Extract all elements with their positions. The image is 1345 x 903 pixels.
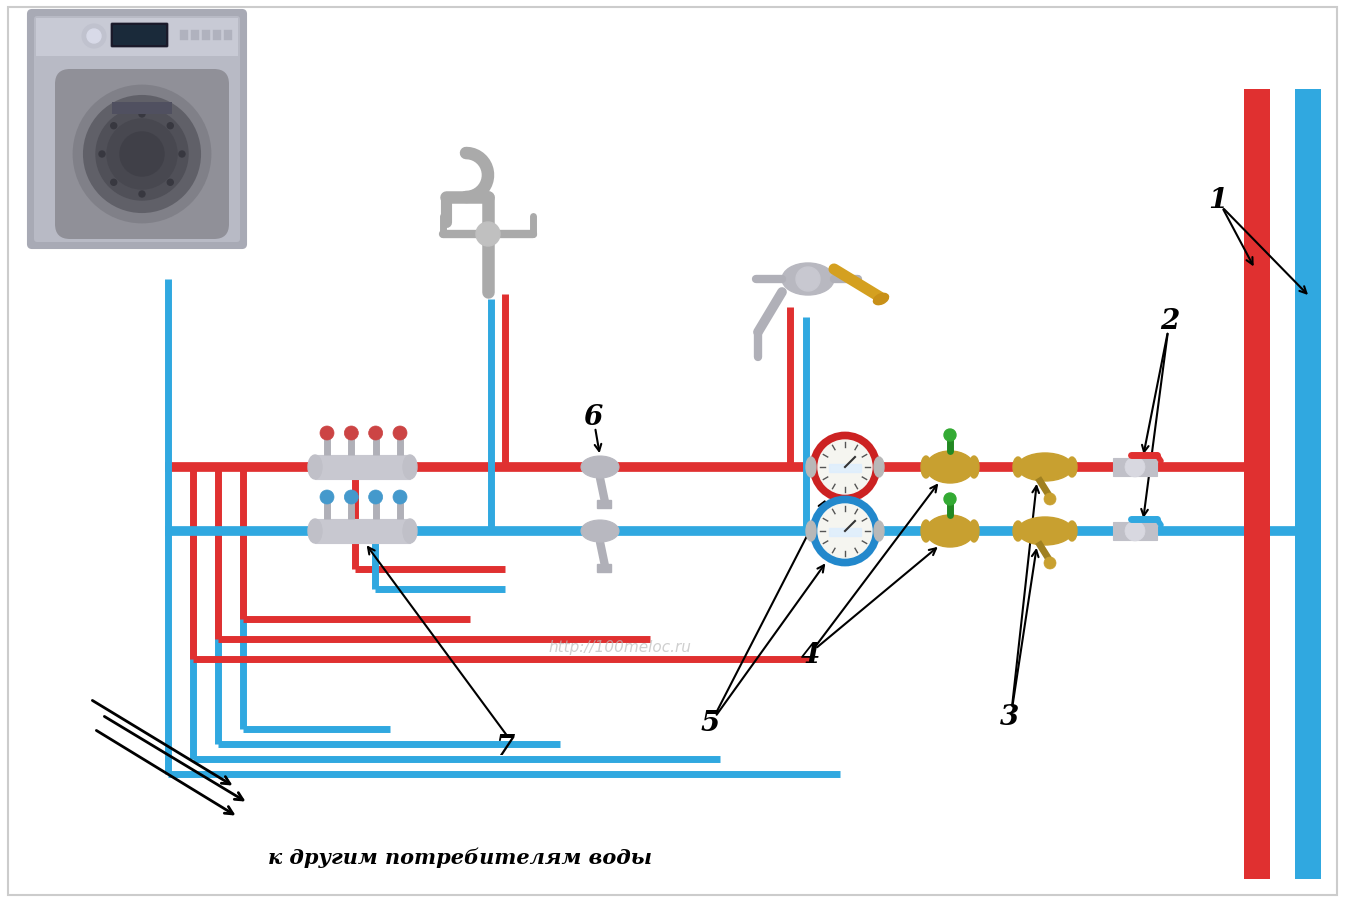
Circle shape <box>1044 493 1056 506</box>
Bar <box>597 500 611 508</box>
Text: к другим потребителям воды: к другим потребителям воды <box>268 847 652 867</box>
Bar <box>112 103 172 115</box>
Bar <box>315 455 410 479</box>
Bar <box>829 528 861 536</box>
Circle shape <box>369 490 383 505</box>
Text: 2: 2 <box>1161 308 1180 335</box>
Circle shape <box>108 120 178 190</box>
Ellipse shape <box>1013 458 1024 478</box>
Bar <box>1114 459 1157 477</box>
Circle shape <box>320 490 334 505</box>
Text: 6: 6 <box>584 404 603 431</box>
Ellipse shape <box>925 516 974 547</box>
FancyBboxPatch shape <box>112 24 168 48</box>
Circle shape <box>811 498 880 565</box>
Ellipse shape <box>581 520 619 543</box>
Circle shape <box>369 426 383 441</box>
Ellipse shape <box>308 519 321 544</box>
Ellipse shape <box>581 457 619 479</box>
Circle shape <box>944 430 956 442</box>
Ellipse shape <box>925 452 974 483</box>
Circle shape <box>110 124 117 129</box>
FancyBboxPatch shape <box>55 70 229 239</box>
Ellipse shape <box>806 458 816 478</box>
Circle shape <box>811 433 880 501</box>
Text: 4: 4 <box>800 642 819 669</box>
Circle shape <box>167 180 174 186</box>
Circle shape <box>393 426 408 441</box>
Bar <box>1114 523 1157 540</box>
Circle shape <box>1124 458 1145 478</box>
Ellipse shape <box>921 520 931 543</box>
Bar <box>191 31 199 41</box>
Bar <box>36 19 238 57</box>
Bar <box>597 564 611 573</box>
Text: 3: 3 <box>1001 703 1020 731</box>
FancyBboxPatch shape <box>113 26 165 46</box>
Circle shape <box>167 124 174 129</box>
Text: 1: 1 <box>1208 186 1228 213</box>
Bar <box>225 31 231 41</box>
Bar <box>829 464 861 472</box>
Ellipse shape <box>1018 517 1072 545</box>
Bar <box>202 31 210 41</box>
Circle shape <box>179 152 186 158</box>
FancyBboxPatch shape <box>34 17 239 243</box>
Ellipse shape <box>404 519 417 544</box>
Circle shape <box>344 426 358 441</box>
Circle shape <box>393 490 408 505</box>
Circle shape <box>82 25 106 49</box>
Ellipse shape <box>874 521 884 542</box>
Circle shape <box>344 490 358 505</box>
Ellipse shape <box>1018 453 1072 481</box>
Circle shape <box>944 493 956 506</box>
Bar <box>315 519 410 544</box>
Text: 5: 5 <box>701 710 720 737</box>
Circle shape <box>818 505 872 558</box>
Ellipse shape <box>308 455 321 479</box>
Circle shape <box>1044 557 1056 570</box>
Circle shape <box>139 191 145 198</box>
Ellipse shape <box>968 520 979 543</box>
Circle shape <box>476 223 500 247</box>
FancyBboxPatch shape <box>28 11 246 248</box>
Bar <box>1295 90 1321 879</box>
Text: http://100meloc.ru: http://100meloc.ru <box>549 640 691 655</box>
Circle shape <box>110 180 117 186</box>
Ellipse shape <box>1013 521 1024 542</box>
Circle shape <box>796 267 820 292</box>
Ellipse shape <box>874 458 884 478</box>
Text: 7: 7 <box>495 733 515 760</box>
Circle shape <box>74 87 210 223</box>
Circle shape <box>1124 521 1145 542</box>
Bar <box>1244 90 1270 879</box>
Circle shape <box>320 426 334 441</box>
Circle shape <box>83 97 200 213</box>
Circle shape <box>87 30 101 44</box>
Circle shape <box>95 109 188 200</box>
Ellipse shape <box>1067 458 1077 478</box>
Ellipse shape <box>404 455 417 479</box>
Circle shape <box>100 152 105 158</box>
Ellipse shape <box>968 457 979 479</box>
Ellipse shape <box>806 521 816 542</box>
Ellipse shape <box>873 294 889 305</box>
Circle shape <box>818 441 872 495</box>
Ellipse shape <box>1067 521 1077 542</box>
Bar <box>213 31 221 41</box>
Bar <box>180 31 188 41</box>
Circle shape <box>120 133 164 177</box>
Ellipse shape <box>921 457 931 479</box>
Circle shape <box>139 112 145 118</box>
Ellipse shape <box>781 264 834 295</box>
